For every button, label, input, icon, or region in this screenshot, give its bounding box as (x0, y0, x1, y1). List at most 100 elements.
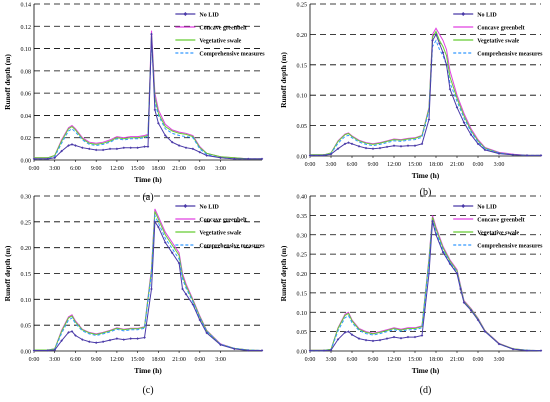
data-point (70, 143, 74, 146)
data-point (448, 262, 452, 266)
data-point (371, 339, 375, 343)
y-axis-label: Runoff depth (m) (3, 54, 12, 110)
data-point (399, 144, 403, 148)
legend-marker (183, 204, 188, 208)
data-point (455, 106, 459, 109)
data-point (122, 338, 126, 341)
data-point (329, 152, 333, 156)
x-tick-label: 21:00 (172, 166, 186, 172)
y-tick-label: 0.00 (297, 350, 308, 356)
data-point (392, 144, 396, 147)
data-point (70, 330, 74, 333)
data-point (448, 87, 452, 91)
data-point (413, 144, 417, 147)
legend-entry: No LID (199, 13, 219, 19)
data-point (483, 148, 487, 152)
series-line-concave-greenbelt (310, 27, 541, 156)
data-point (420, 142, 424, 146)
legend-entry: No LID (477, 205, 497, 211)
data-point (115, 147, 119, 151)
data-point (462, 301, 466, 304)
data-point (427, 272, 431, 275)
data-point (539, 349, 543, 352)
data-point (157, 121, 160, 125)
x-tick-label: 6:00 (70, 357, 81, 363)
x-tick-label: 12:00 (110, 357, 124, 363)
data-point (143, 145, 146, 148)
data-point (108, 147, 112, 151)
y-tick-label: 0.00 (21, 350, 32, 356)
data-point (385, 337, 389, 340)
series-line-no-lid (34, 220, 262, 351)
legend-entry: Comprehensive measures (477, 244, 543, 250)
data-point (170, 251, 174, 255)
data-point (129, 146, 133, 150)
data-point (434, 233, 438, 237)
data-point (136, 337, 139, 340)
data-point (60, 339, 63, 342)
data-point (469, 309, 473, 312)
y-tick-label: 0.15 (21, 272, 32, 278)
data-point (445, 63, 448, 67)
data-point (420, 334, 424, 337)
data-point (233, 157, 236, 161)
data-point (74, 144, 77, 147)
x-tick-label: 0:00 (305, 357, 316, 363)
data-point (364, 338, 368, 342)
data-point (385, 145, 389, 149)
y-tick-label: 0.05 (21, 324, 32, 330)
data-point (191, 147, 195, 151)
data-point (246, 157, 250, 161)
series-line-concave-greenbelt (34, 30, 262, 160)
data-point (525, 349, 529, 352)
data-point (336, 338, 340, 341)
panel-c: 0.00 0.05 0.10 0.15 0.20 0.25 0.30 0:00 3:00 6:00… (3, 195, 265, 397)
series-line-no-lid (310, 221, 541, 352)
data-point (347, 141, 350, 144)
x-tick-label: 0:00 (473, 357, 484, 363)
data-point (157, 225, 160, 229)
y-tick-label: 0.25 (297, 3, 308, 9)
data-point (329, 348, 333, 352)
data-point (350, 142, 354, 146)
x-tick-label: 15:00 (131, 166, 145, 172)
data-point (115, 337, 119, 340)
data-point (146, 145, 150, 148)
y-tick-label: 0.10 (21, 298, 32, 304)
y-tick-label: 0.05 (297, 330, 308, 336)
data-point (46, 157, 50, 161)
data-point (260, 349, 264, 352)
data-point (163, 134, 167, 137)
x-tick-label: 9:00 (368, 162, 379, 168)
data-point (191, 303, 195, 306)
y-tick-label: 0.20 (21, 246, 32, 252)
series-line-comprehensive-measures (34, 213, 263, 351)
data-point (357, 337, 361, 340)
data-point (153, 108, 157, 112)
data-point (46, 349, 50, 352)
data-point (67, 331, 70, 334)
x-tick-label: 3:00 (326, 162, 337, 168)
data-point (476, 318, 480, 322)
data-point (462, 121, 466, 124)
data-point (347, 330, 350, 333)
x-tick-label: 3:00 (49, 357, 60, 363)
series-line-comprehensive-measures (310, 219, 542, 352)
x-tick-label: 9:00 (368, 357, 379, 363)
data-point (350, 333, 354, 337)
data-point (198, 318, 202, 322)
y-tick-label: 0.40 (297, 195, 308, 201)
legend-marker (461, 12, 466, 16)
data-point (357, 144, 361, 148)
data-point (177, 261, 181, 265)
data-point (177, 144, 181, 147)
data-point (378, 146, 382, 150)
y-axis-label: Runoff depth (m) (279, 245, 288, 301)
data-point (441, 51, 445, 54)
data-point (143, 336, 146, 339)
x-tick-label: 0:00 (29, 357, 40, 363)
y-axis-label: Runoff depth (m) (279, 52, 288, 108)
data-point (469, 133, 473, 137)
y-tick-label: 0.12 (21, 25, 32, 31)
